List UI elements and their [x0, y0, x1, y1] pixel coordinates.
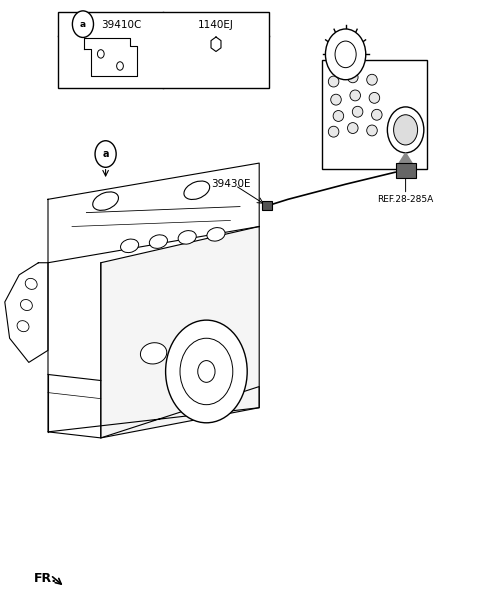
Ellipse shape [328, 126, 339, 137]
Text: FR.: FR. [34, 572, 57, 585]
Circle shape [72, 11, 94, 37]
Bar [396, 163, 416, 178]
Polygon shape [48, 263, 101, 438]
Ellipse shape [367, 125, 377, 136]
Polygon shape [322, 60, 427, 169]
Polygon shape [101, 226, 259, 438]
Ellipse shape [348, 123, 358, 133]
Circle shape [387, 107, 424, 153]
Circle shape [394, 115, 418, 145]
Ellipse shape [207, 228, 225, 241]
Ellipse shape [25, 278, 37, 289]
Ellipse shape [184, 181, 210, 199]
Circle shape [335, 41, 356, 68]
Ellipse shape [149, 235, 168, 248]
Ellipse shape [141, 342, 167, 364]
Polygon shape [398, 153, 413, 164]
Ellipse shape [120, 239, 139, 252]
Bar [58, 12, 269, 88]
Circle shape [97, 50, 104, 58]
Text: REF.28-285A: REF.28-285A [377, 195, 434, 204]
Ellipse shape [333, 111, 344, 121]
Text: a: a [80, 20, 86, 28]
Polygon shape [48, 163, 259, 263]
Ellipse shape [367, 74, 377, 85]
Bar [262, 201, 272, 210]
Ellipse shape [328, 76, 339, 87]
Ellipse shape [350, 90, 360, 101]
Circle shape [198, 361, 215, 382]
Text: a: a [102, 149, 109, 159]
Ellipse shape [178, 231, 196, 244]
Ellipse shape [93, 192, 119, 210]
Ellipse shape [369, 92, 380, 103]
Ellipse shape [348, 72, 358, 83]
Circle shape [180, 338, 233, 405]
Polygon shape [5, 263, 48, 362]
Text: 39410C: 39410C [101, 21, 141, 30]
Text: 1140EJ: 1140EJ [198, 21, 234, 30]
Circle shape [166, 320, 247, 423]
Ellipse shape [352, 106, 363, 117]
Ellipse shape [372, 109, 382, 120]
Polygon shape [48, 387, 259, 438]
Ellipse shape [21, 300, 32, 310]
Circle shape [117, 62, 123, 70]
Ellipse shape [331, 94, 341, 105]
Text: 39430E: 39430E [211, 179, 251, 189]
Circle shape [325, 29, 366, 80]
Circle shape [95, 141, 116, 167]
Ellipse shape [17, 321, 29, 332]
